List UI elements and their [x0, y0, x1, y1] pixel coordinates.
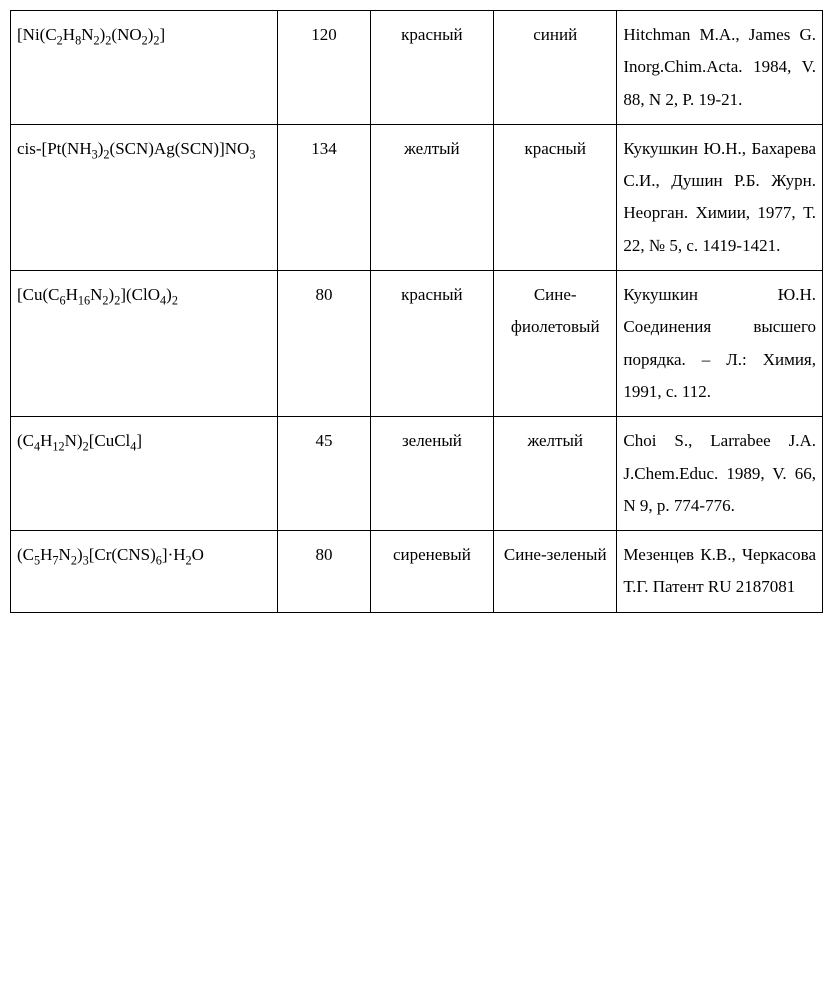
temperature-cell: 45 [278, 417, 371, 531]
formula-cell: cis-[Pt(NH3)2(SCN)Ag(SCN)]NO3 [11, 124, 278, 270]
table-body: [Ni(C2H8N2)2(NO2)2]120красныйсинийHitchm… [11, 11, 823, 613]
formula-cell: (C4H12N)2[CuCl4] [11, 417, 278, 531]
table-row: cis-[Pt(NH3)2(SCN)Ag(SCN)]NO3134желтыйкр… [11, 124, 823, 270]
table-row: [Cu(C6H16N2)2](ClO4)280красныйСине-фиоле… [11, 271, 823, 417]
reference-cell: Кукушкин Ю.Н., Бахарева С.И., Душин Р.Б.… [617, 124, 823, 270]
reference-cell: Choi S., Larrabee J.A. J.Chem.Educ. 1989… [617, 417, 823, 531]
temperature-cell: 80 [278, 271, 371, 417]
color-before-cell: красный [370, 11, 493, 125]
color-after-cell: Сине-зеленый [494, 531, 617, 613]
color-before-cell: зеленый [370, 417, 493, 531]
color-before-cell: желтый [370, 124, 493, 270]
table-row: (C5H7N2)3[Cr(CNS)6]·H2O80сиреневыйСине-з… [11, 531, 823, 613]
color-after-cell: красный [494, 124, 617, 270]
table-row: (C4H12N)2[CuCl4]45зеленыйжелтыйChoi S., … [11, 417, 823, 531]
table-row: [Ni(C2H8N2)2(NO2)2]120красныйсинийHitchm… [11, 11, 823, 125]
reference-cell: Кукушкин Ю.Н. Соединения высшего порядка… [617, 271, 823, 417]
formula-cell: [Cu(C6H16N2)2](ClO4)2 [11, 271, 278, 417]
reference-cell: Мезенцев К.В., Черкасова Т.Г. Патент RU … [617, 531, 823, 613]
color-after-cell: желтый [494, 417, 617, 531]
temperature-cell: 134 [278, 124, 371, 270]
temperature-cell: 120 [278, 11, 371, 125]
reference-cell: Hitchman M.A., James G. Inorg.Chim.Acta.… [617, 11, 823, 125]
formula-cell: [Ni(C2H8N2)2(NO2)2] [11, 11, 278, 125]
thermochromic-compounds-table: [Ni(C2H8N2)2(NO2)2]120красныйсинийHitchm… [10, 10, 823, 613]
color-before-cell: красный [370, 271, 493, 417]
color-before-cell: сиреневый [370, 531, 493, 613]
temperature-cell: 80 [278, 531, 371, 613]
formula-cell: (C5H7N2)3[Cr(CNS)6]·H2O [11, 531, 278, 613]
color-after-cell: Сине-фиолетовый [494, 271, 617, 417]
color-after-cell: синий [494, 11, 617, 125]
